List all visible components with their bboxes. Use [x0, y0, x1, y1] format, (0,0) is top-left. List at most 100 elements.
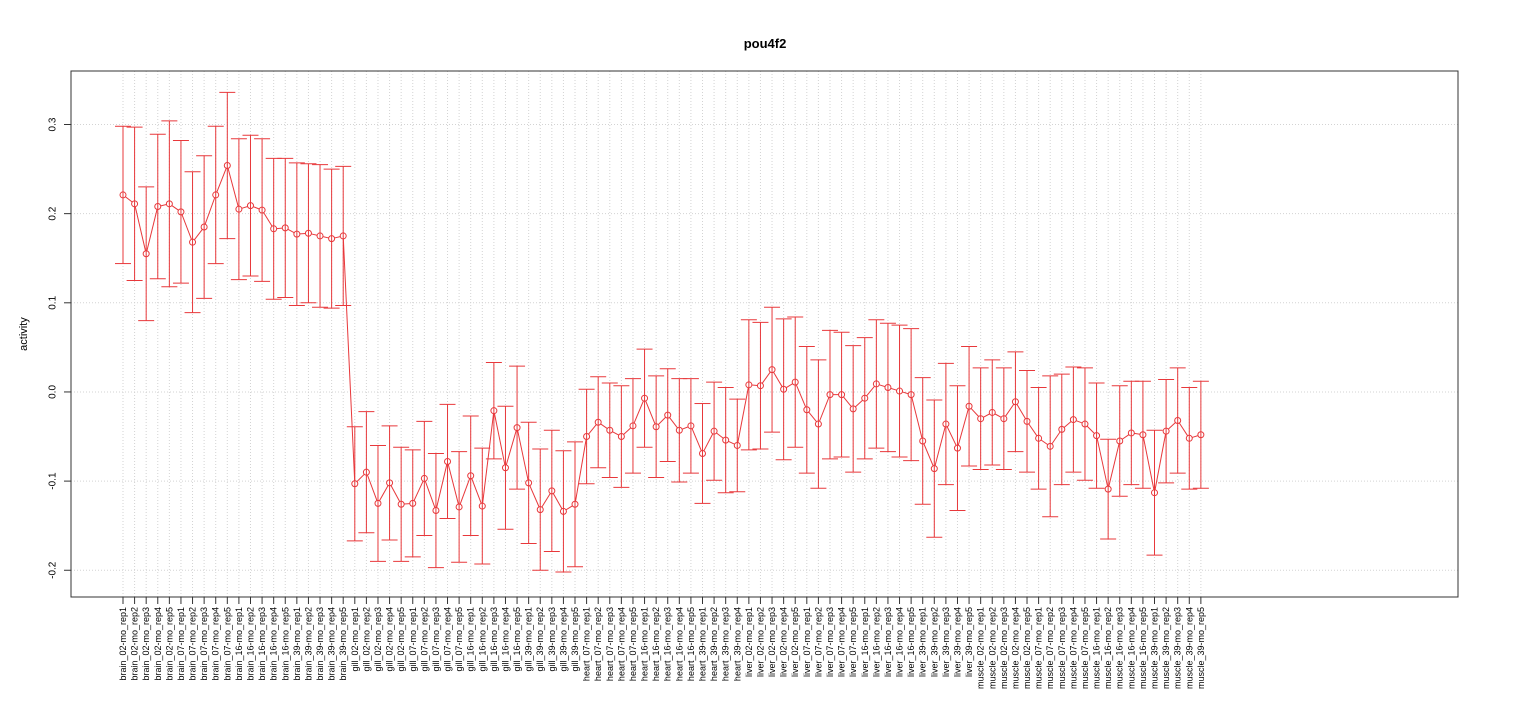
x-tick-label: muscle_16-mo_rep4 — [1126, 607, 1136, 689]
x-tick-label: brain_39-mo_rep5 — [338, 607, 348, 681]
x-tick-label: gill_07-mo_rep4 — [443, 607, 453, 672]
series-segment — [436, 464, 448, 508]
x-tick-label: gill_16-mo_rep2 — [477, 607, 487, 672]
series-segment — [957, 408, 969, 446]
error-bar — [740, 319, 757, 451]
error-bar — [207, 125, 224, 265]
x-tick-label: muscle_02-mo_rep5 — [1022, 607, 1032, 689]
data-point — [316, 232, 324, 240]
data-point — [768, 366, 776, 374]
series-segment — [552, 493, 563, 510]
data-point — [977, 415, 985, 423]
x-tick-label: liver_39-mo_rep2 — [929, 607, 939, 677]
data-point — [131, 200, 139, 208]
x-tick-label: brain_39-mo_rep3 — [315, 607, 325, 681]
x-tick-label: muscle_07-mo_rep3 — [1057, 607, 1067, 689]
series-segment — [911, 397, 923, 439]
x-tick-label: heart_39-mo_rep4 — [732, 607, 742, 681]
data-point — [200, 223, 208, 231]
x-tick-label: brain_07-mo_rep1 — [176, 607, 186, 681]
series-segment — [728, 440, 735, 445]
error-bar — [1053, 373, 1070, 486]
x-tick-label: gill_39-mo_rep2 — [535, 607, 545, 672]
error-bar — [949, 385, 966, 512]
error-bar — [451, 451, 468, 563]
error-bar — [1181, 386, 1198, 490]
x-tick-label: gill_39-mo_rep3 — [547, 607, 557, 672]
error-bar — [1030, 386, 1047, 490]
data-point — [1035, 434, 1043, 442]
error-bar — [833, 331, 850, 458]
data-point — [258, 206, 266, 214]
x-tick-label: brain_16-mo_rep1 — [234, 607, 244, 681]
error-bar — [277, 157, 294, 298]
data-point — [467, 472, 475, 480]
x-tick-label: muscle_07-mo_rep2 — [1045, 607, 1055, 689]
x-tick-label: heart_16-mo_rep2 — [651, 607, 661, 681]
error-bar — [937, 362, 954, 486]
error-bar — [752, 321, 769, 450]
series-segment — [612, 431, 619, 436]
x-tick-label: muscle_02-mo_rep1 — [976, 607, 986, 689]
x-tick-label: muscle_02-mo_rep2 — [987, 607, 997, 689]
y-tick-label: 0.3 — [48, 117, 59, 131]
error-bar — [659, 368, 676, 462]
x-tick-label: liver_16-mo_rep2 — [871, 607, 881, 677]
series-segment — [902, 391, 909, 395]
error-bar — [126, 126, 143, 282]
error-bar — [1158, 378, 1175, 484]
data-point — [803, 406, 811, 414]
error-bar — [404, 449, 421, 558]
error-bar — [995, 367, 1012, 471]
series-segment — [855, 399, 863, 408]
series-segment — [565, 505, 573, 511]
error-bar — [787, 316, 804, 448]
x-tick-label: brain_07-mo_rep4 — [211, 607, 221, 681]
error-bar — [903, 328, 920, 462]
x-tick-label: gill_02-mo_rep1 — [350, 607, 360, 672]
data-point — [432, 507, 440, 515]
data-point — [1116, 437, 1124, 445]
x-tick-label: brain_02-mo_rep1 — [118, 607, 128, 681]
series-segment — [390, 485, 401, 502]
series-segment — [1051, 431, 1061, 445]
error-bar — [845, 345, 862, 473]
data-point — [478, 502, 486, 510]
error-bar — [1134, 380, 1151, 489]
x-tick-label: brain_39-mo_rep1 — [292, 607, 302, 681]
series-segment — [216, 168, 227, 193]
data-point — [420, 474, 428, 482]
data-point — [919, 437, 927, 445]
error-bar — [138, 186, 155, 322]
series-segment — [1178, 422, 1189, 437]
x-tick-label: heart_16-mo_rep4 — [674, 607, 684, 681]
error-bar — [416, 420, 433, 536]
error-bar — [1042, 375, 1059, 518]
x-tick-label: liver_07-mo_rep5 — [848, 607, 858, 677]
data-point — [849, 405, 857, 413]
error-bar — [1100, 438, 1117, 540]
x-tick-label: liver_02-mo_rep1 — [744, 607, 754, 677]
data-point — [351, 480, 359, 488]
error-bar — [914, 377, 931, 505]
series-segment — [785, 383, 793, 389]
series-segment — [681, 426, 689, 430]
error-bar — [821, 329, 838, 460]
chart-title: pou4f2 — [744, 36, 787, 51]
error-bar — [543, 429, 560, 553]
x-tick-label: heart_07-mo_rep3 — [605, 607, 615, 681]
x-tick-label: liver_02-mo_rep4 — [779, 607, 789, 677]
data-point — [1093, 432, 1101, 440]
error-bar — [717, 386, 734, 494]
x-tick-label: muscle_16-mo_rep5 — [1138, 607, 1148, 689]
error-bar — [1146, 429, 1163, 556]
data-point — [1185, 434, 1193, 442]
error-bar — [764, 306, 781, 433]
series-segment — [160, 204, 167, 207]
error-bar — [358, 411, 375, 534]
series-segment — [761, 371, 771, 384]
series-segment — [146, 209, 158, 251]
error-bar — [1123, 380, 1140, 486]
error-bar — [172, 140, 189, 284]
data-point — [1127, 429, 1135, 437]
